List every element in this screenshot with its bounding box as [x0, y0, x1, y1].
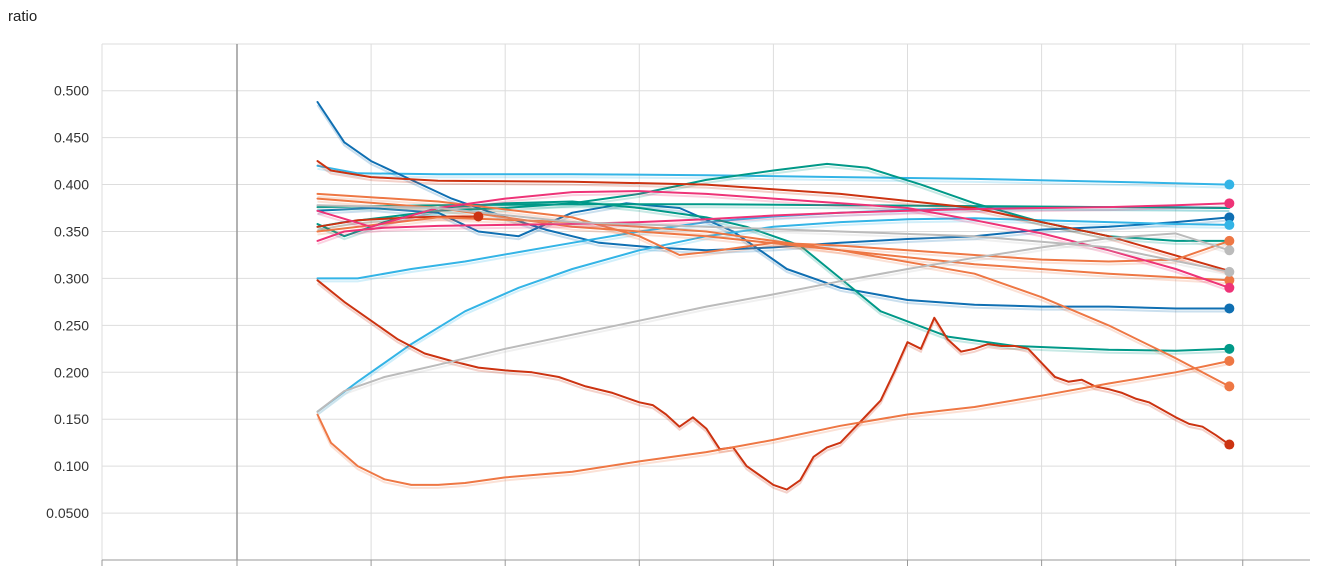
grid-layer	[101, 43, 1310, 560]
series-raw-line	[317, 218, 479, 231]
series-end-marker[interactable]	[1224, 219, 1235, 230]
chart-title: ratio	[8, 8, 38, 25]
series-end-marker[interactable]	[1224, 343, 1235, 354]
series-line[interactable]	[316, 360, 1231, 486]
y-tick-label: 0.350	[54, 223, 89, 239]
series-line[interactable]	[316, 279, 1231, 491]
y-tick-label: 0.100	[54, 458, 89, 474]
series-raw-line	[316, 235, 1230, 416]
series-line[interactable]	[316, 202, 1231, 242]
series-raw-line	[317, 205, 1230, 245]
series-end-marker[interactable]	[1224, 439, 1235, 450]
series-raw-line	[316, 163, 1230, 275]
series-layer	[316, 101, 1231, 494]
series-end-marker[interactable]	[1224, 179, 1235, 190]
series-raw-line	[317, 193, 1230, 292]
series-end-marker[interactable]	[1224, 381, 1235, 392]
series-line[interactable]	[316, 101, 1231, 252]
series-end-marker[interactable]	[1224, 275, 1235, 286]
y-tick-label: 0.450	[54, 130, 89, 146]
series-raw-line	[317, 203, 1230, 355]
series-end-marker[interactable]	[1224, 266, 1235, 277]
series-raw-line	[317, 165, 1230, 245]
marker-layer	[473, 179, 1235, 450]
axis-layer: 0.0500 0.100 0.150 0.200 0.250 0.300 0.350 0.40…	[46, 83, 1310, 566]
series-line[interactable]	[316, 160, 1231, 272]
y-tick-label: 0.400	[54, 177, 89, 193]
series-end-marker[interactable]	[1224, 198, 1235, 209]
series-raw-line	[317, 219, 1230, 285]
series-line[interactable]	[316, 197, 1231, 388]
series-line[interactable]	[316, 192, 1231, 263]
series-raw-line	[317, 167, 1230, 189]
series-raw-line	[317, 209, 1230, 283]
y-tick-label: 0.200	[54, 364, 89, 380]
y-tick-label: 0.300	[54, 270, 89, 286]
y-tick-label: 0.250	[54, 317, 89, 333]
y-tick-label: 0.150	[54, 411, 89, 427]
series-raw-line	[317, 207, 1230, 276]
series-end-marker[interactable]	[1224, 303, 1235, 314]
series-line[interactable]	[316, 204, 1231, 273]
series-raw-line	[316, 220, 1230, 416]
series-line[interactable]	[316, 164, 1231, 186]
series-end-marker[interactable]	[1224, 212, 1235, 223]
series-end-marker[interactable]	[1224, 356, 1235, 367]
series-end-marker[interactable]	[1224, 282, 1235, 293]
y-tick-label: 0.0500	[46, 505, 89, 521]
series-line[interactable]	[316, 232, 1231, 413]
series-raw-line	[316, 363, 1230, 489]
series-line[interactable]	[316, 216, 1231, 282]
series-end-marker[interactable]	[1224, 245, 1235, 256]
series-end-marker[interactable]	[1224, 235, 1235, 246]
series-end-marker[interactable]	[473, 211, 484, 222]
series-raw-line	[317, 206, 1230, 212]
series-line[interactable]	[316, 217, 1231, 413]
series-raw-line	[316, 282, 1230, 494]
y-tick-label: 0.500	[54, 83, 89, 99]
